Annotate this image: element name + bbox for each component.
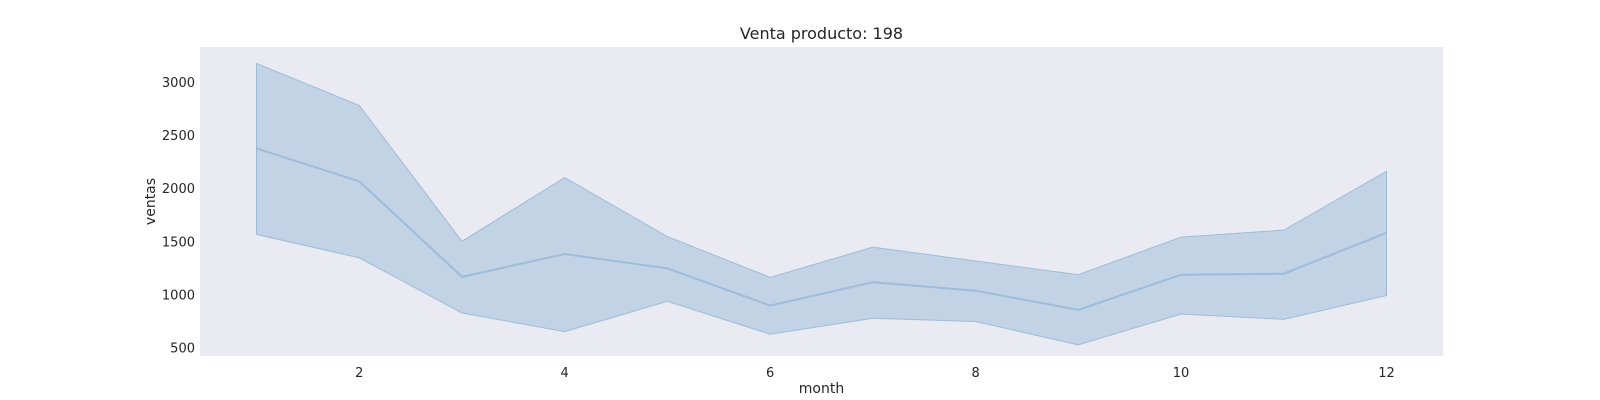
x-axis-title: month [799,381,844,397]
series-line-0 [256,147,1387,311]
x-tick-label: 10 [1173,366,1190,381]
confidence-band-0 [256,62,1387,346]
x-tick-label: 12 [1378,366,1395,381]
chart-title: Venta producto: 198 [740,24,903,43]
y-tick-label: 1000 [162,288,195,303]
y-tick-label: 2500 [162,129,195,144]
x-tick-label: 2 [355,366,363,381]
y-axis-ticks: 500 1000 1500 2000 2500 3000 [162,76,195,356]
x-tick-label: 6 [766,366,774,381]
x-tick-label: 8 [971,366,979,381]
y-tick-label: 1500 [162,235,195,250]
y-tick-label: 2000 [162,182,195,197]
y-axis-title: ventas [143,178,159,225]
x-tick-label: 4 [561,366,569,381]
y-tick-label: 3000 [162,76,195,91]
confidence-bands [256,62,1387,346]
y-tick-label: 500 [170,342,195,357]
x-axis-ticks: 2 4 6 8 10 12 [355,366,1395,381]
series-lines [256,147,1387,311]
